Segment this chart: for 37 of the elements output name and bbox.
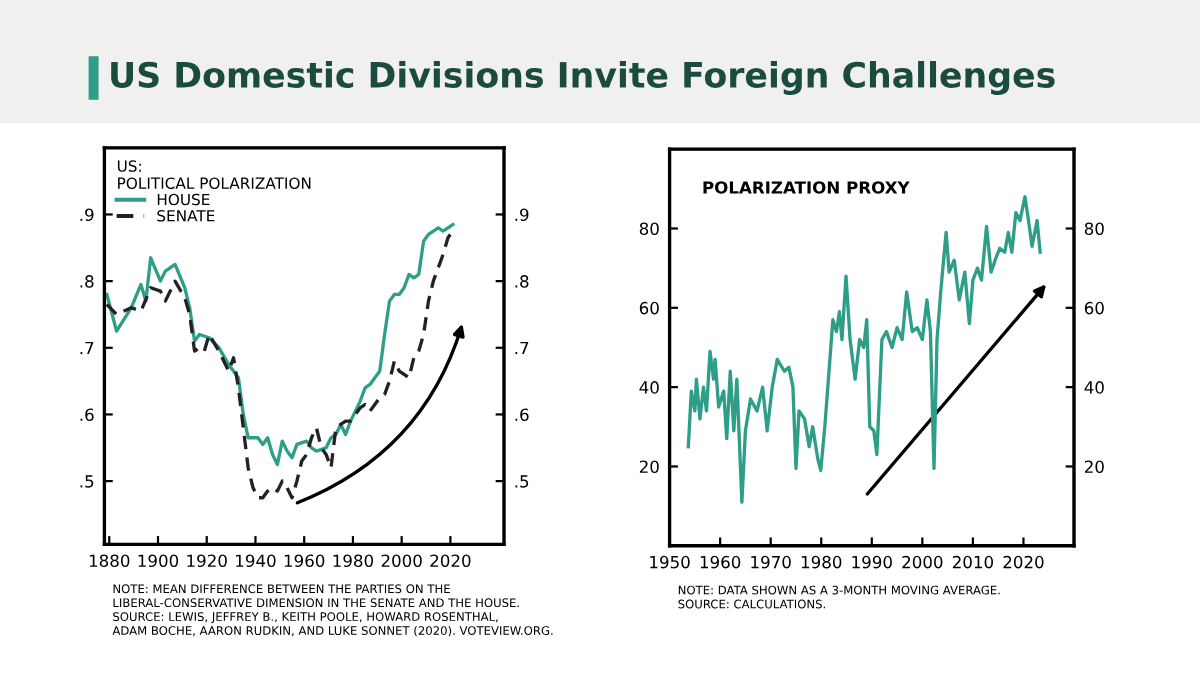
x-tick-label: 1900 — [138, 554, 179, 568]
x-tick-label: 1960 — [284, 554, 325, 568]
y2-tick-label: 40 — [1084, 381, 1104, 394]
y2-tick-label: .7 — [515, 341, 529, 355]
y2-tick-label: .5 — [515, 475, 529, 488]
x-tick-label: 1960 — [700, 555, 741, 569]
line-series — [686, 195, 1042, 504]
y-tick-label: .8 — [80, 275, 94, 288]
y-tick-label: 40 — [639, 381, 659, 394]
x-tick-label: 2020 — [430, 554, 471, 568]
y2-tick-label: .8 — [515, 275, 529, 288]
y2-tick-label: 60 — [1084, 301, 1104, 315]
y-tick-label: .6 — [80, 408, 94, 422]
y2-tick-label: .6 — [515, 408, 529, 422]
y2-tick-label: 80 — [1084, 222, 1104, 236]
x-tick-label: 2000 — [381, 554, 422, 568]
x-tick-label: 1920 — [187, 554, 227, 568]
y2-tick-label: .9 — [515, 208, 529, 222]
x-tick-label: 1980 — [801, 555, 842, 569]
y2-tick-label: 20 — [1084, 460, 1104, 474]
x-tick-label: 2020 — [1003, 555, 1044, 569]
text: POLARIZATION PROXY — [703, 181, 910, 194]
y-tick-label: 80 — [639, 222, 659, 236]
x-tick-label: 2010 — [952, 555, 993, 569]
text: US Domestic Divisions Invite Foreign Challenges — [111, 61, 1055, 95]
y-tick-label: .7 — [80, 341, 94, 355]
x-tick-label: 1980 — [333, 554, 374, 568]
y-tick-label: .5 — [80, 475, 94, 488]
y-tick-label: 60 — [639, 301, 659, 315]
x-tick-label: 1950 — [650, 555, 690, 569]
x-tick-label: 1970 — [751, 555, 791, 569]
x-tick-label: 1880 — [89, 554, 130, 568]
x-tick-label: 1940 — [236, 554, 276, 568]
x-tick-label: 2000 — [902, 555, 943, 569]
y-tick-label: .9 — [80, 208, 94, 222]
x-tick-label: 1990 — [852, 555, 892, 569]
y-tick-label: 20 — [639, 460, 659, 474]
